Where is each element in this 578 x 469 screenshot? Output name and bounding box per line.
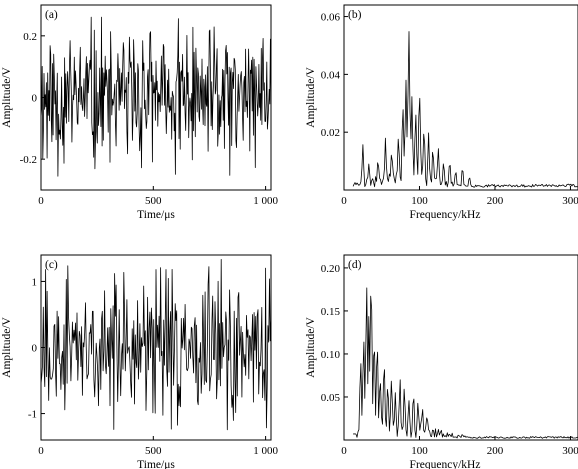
plot-frame [343, 4, 578, 191]
x-tick-label: 200 [487, 195, 504, 207]
y-axis-label: Amplitude/V [305, 66, 317, 127]
x-axis-label: Frequency/kHz [410, 459, 481, 469]
x-tick-label: 200 [487, 445, 504, 457]
panel-b: 0 100 200 300 0.02 0.04 0.06 Frequency/kHz Ampli… [305, 4, 578, 221]
x-tick-label: 0 [341, 195, 347, 207]
y-tick-label: 0.02 [321, 127, 340, 139]
x-tick-label: 1 000 [253, 195, 278, 207]
panel-letter: (b) [348, 9, 362, 21]
y-axis-label: Amplitude/V [305, 316, 317, 377]
panel-d: 0 100 200 300 0.05 0.10 0.15 0.20 Frequency/kHz A… [305, 254, 578, 469]
plot-frame [343, 254, 578, 441]
x-tick-label: 500 [145, 445, 162, 457]
y-tick-label: 0.05 [321, 392, 341, 404]
x-axis-label: Frequency/kHz [410, 209, 481, 221]
y-axis-label: Amplitude/V [1, 316, 13, 377]
x-tick-label: 500 [145, 195, 162, 207]
x-tick-label: 0 [341, 445, 347, 457]
y-tick-label: 0 [32, 93, 38, 105]
y-tick-label: 0.10 [321, 349, 341, 361]
y-tick-label: 0.2 [23, 31, 37, 43]
x-tick-label: 300 [562, 195, 578, 207]
y-tick-label: 0.15 [321, 306, 341, 318]
x-axis-label: Time/μs [137, 459, 175, 469]
x-tick-label: 1 000 [253, 445, 278, 457]
panel-letter: (d) [348, 259, 362, 271]
x-axis-label: Time/μs [137, 209, 175, 221]
trace-line [40, 16, 272, 177]
panel-c: 0 500 1 000 -1 0 1 Time/μs Amplitude/V (c) [1, 254, 278, 469]
trace-line [40, 258, 272, 431]
y-axis-label: Amplitude/V [1, 66, 13, 127]
trace-line [352, 287, 578, 439]
x-tick-label: 0 [38, 445, 44, 457]
y-tick-label: -1 [28, 409, 37, 421]
y-tick-label: 1 [32, 276, 38, 288]
x-tick-label: 0 [38, 195, 44, 207]
y-tick-label: 0 [32, 343, 38, 355]
x-tick-label: 300 [562, 445, 578, 457]
y-tick-label: -0.2 [20, 154, 37, 166]
y-tick-label: 0.04 [321, 69, 341, 81]
x-tick-label: 100 [411, 445, 428, 457]
x-tick-label: 100 [411, 195, 428, 207]
y-tick-label: 0.06 [321, 12, 341, 24]
panel-letter: (c) [45, 259, 58, 271]
y-tick-label: 0.20 [321, 263, 341, 275]
panel-a: 0 500 1 000 -0.2 0 0.2 Time/μs Amplitude/V (a) [1, 4, 278, 221]
trace-line [352, 31, 578, 188]
panel-letter: (a) [45, 9, 58, 21]
